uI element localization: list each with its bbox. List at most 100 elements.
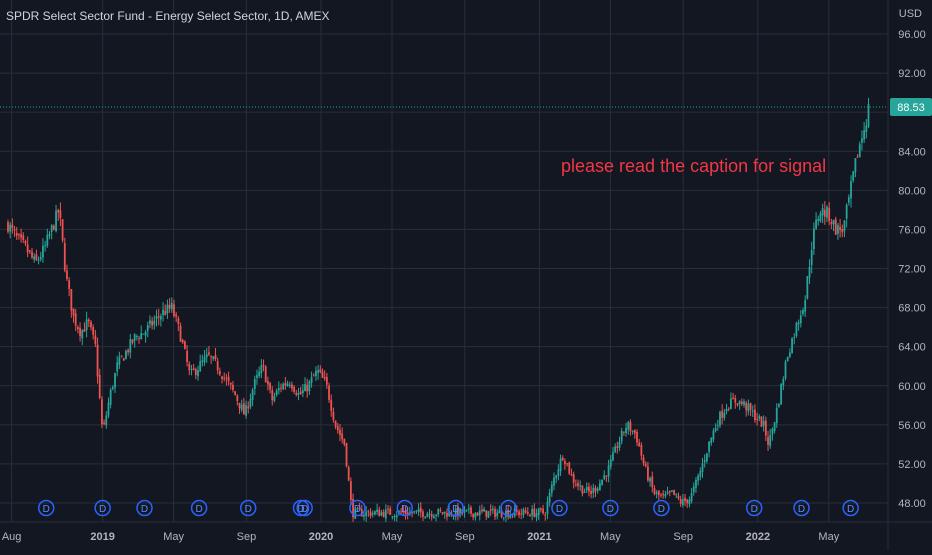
dividend-marker[interactable]: [37, 499, 55, 517]
candle-body: [594, 487, 597, 492]
candle-body: [557, 469, 560, 477]
candle-body: [775, 407, 778, 424]
dividend-marker[interactable]: [447, 499, 464, 517]
candle-body: [539, 508, 542, 510]
candle-body: [675, 494, 678, 496]
candle-body: [743, 401, 745, 405]
candle-body: [474, 512, 477, 518]
candle-body: [328, 385, 330, 401]
candle-body: [66, 270, 68, 279]
candle-body: [605, 475, 608, 477]
dividend-marker[interactable]: [653, 499, 670, 517]
candle-body: [323, 377, 326, 379]
candle-body: [719, 411, 721, 426]
candle-body: [277, 387, 280, 391]
dividend-marker[interactable]: [136, 499, 153, 517]
candle-body: [614, 446, 617, 453]
candle-body: [304, 384, 306, 392]
candle-body: [636, 431, 638, 443]
candle-body: [749, 403, 752, 410]
candle-body: [199, 361, 202, 372]
candle-body: [275, 390, 278, 395]
candle-body: [524, 510, 527, 513]
candle-body: [218, 371, 221, 375]
candle-body: [42, 245, 44, 258]
candle-body: [378, 509, 381, 517]
dividend-marker[interactable]: [500, 499, 517, 517]
dividend-marker[interactable]: [602, 499, 619, 517]
time-tick-label: May: [600, 531, 621, 543]
dividend-marker[interactable]: [296, 499, 313, 517]
candle-body: [548, 492, 551, 503]
candle-body: [142, 333, 145, 335]
candle-body: [107, 402, 110, 416]
candle-body: [192, 368, 195, 370]
candle-body: [400, 511, 403, 513]
candle-body: [684, 497, 686, 502]
candle-body: [673, 489, 676, 495]
candle-body: [793, 337, 796, 339]
candle-body: [111, 387, 114, 389]
candle-body: [343, 438, 346, 445]
candle-body: [245, 405, 247, 416]
candle-body: [376, 509, 378, 512]
candle-body: [448, 511, 451, 517]
candle-body: [260, 365, 263, 374]
candle-body: [358, 507, 361, 510]
candle-body: [845, 204, 848, 219]
candle-body: [472, 513, 475, 518]
candle-body: [588, 486, 590, 492]
candle-body: [92, 327, 95, 335]
candle-body: [806, 276, 809, 299]
candle-body: [863, 130, 866, 140]
candle-body: [721, 410, 724, 418]
candle-body: [686, 499, 689, 504]
candle-body: [282, 383, 285, 390]
candle-body: [37, 259, 40, 261]
candle-body: [299, 391, 302, 395]
candle-body: [616, 446, 619, 449]
dividend-marker[interactable]: [396, 499, 414, 517]
candle-body: [561, 457, 564, 461]
candle-body: [352, 498, 354, 518]
dividend-marker[interactable]: [842, 499, 859, 517]
candle-body: [703, 460, 706, 463]
dividend-marker[interactable]: [190, 499, 208, 517]
dividend-marker-label: D: [354, 504, 361, 515]
time-tick-label: 2020: [309, 531, 333, 543]
dividend-marker[interactable]: [239, 499, 257, 517]
chart-annotation[interactable]: please read the caption for signal: [561, 156, 827, 176]
dividend-marker[interactable]: [292, 499, 310, 517]
last-price-badge: [890, 97, 932, 116]
dividend-marker-label: D: [556, 504, 563, 515]
candle-body: [810, 250, 813, 265]
candle-body: [629, 422, 632, 432]
candle-body: [87, 319, 90, 322]
candle-body: [297, 393, 300, 395]
dividend-marker[interactable]: [793, 499, 810, 517]
candle-body: [129, 339, 132, 353]
candle-body: [478, 510, 481, 516]
dividend-marker-label: D: [195, 504, 202, 515]
dividend-marker[interactable]: [94, 499, 111, 517]
candle-body: [406, 512, 409, 516]
price-tick-label: 84.00: [898, 146, 926, 158]
candle-body: [481, 509, 483, 512]
candle-body: [151, 320, 154, 326]
symbol-legend[interactable]: SPDR Select Sector Fund - Energy Select …: [6, 9, 330, 23]
price-tick-label: 64.00: [898, 342, 926, 354]
dividend-marker[interactable]: [349, 499, 366, 517]
candle-body: [168, 304, 171, 309]
time-tick-label: May: [163, 531, 184, 543]
candle-body: [50, 225, 53, 233]
candle-body: [138, 337, 140, 339]
candle-body: [227, 376, 230, 382]
candle-body: [205, 354, 208, 358]
dividend-marker[interactable]: [745, 499, 763, 517]
candle-body: [609, 459, 612, 467]
dividend-marker[interactable]: [551, 499, 568, 517]
candle-body: [553, 477, 555, 486]
